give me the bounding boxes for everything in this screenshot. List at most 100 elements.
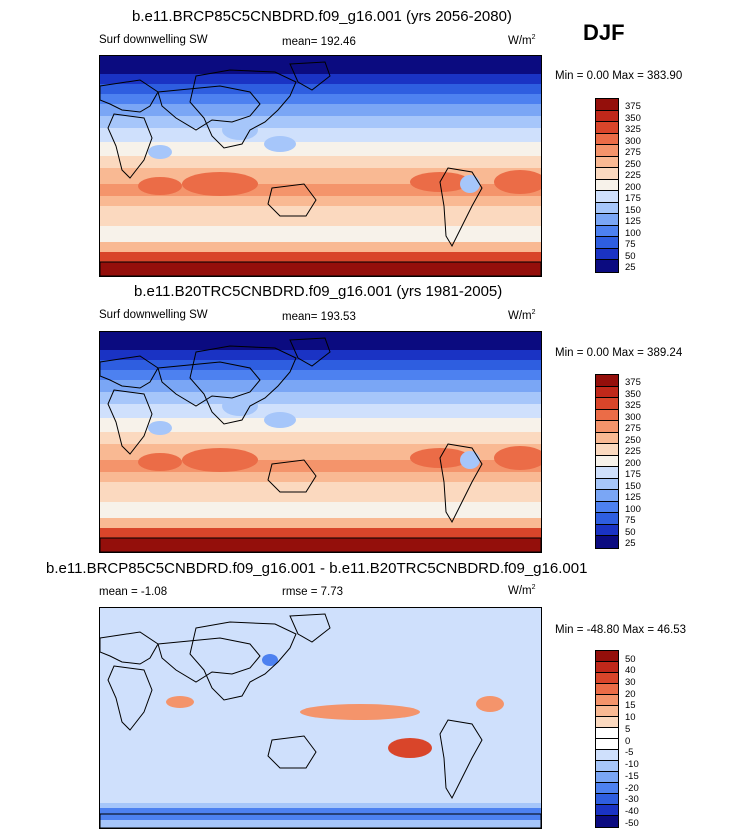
map-anomaly (300, 704, 420, 720)
colorbar-box (596, 455, 618, 467)
map-band (100, 156, 541, 168)
panel3-minmax: Min = -48.80 Max = 46.53 (555, 624, 687, 636)
colorbar-box (596, 478, 618, 490)
colorbar-box (596, 398, 618, 410)
coastline (100, 261, 541, 276)
map-high (138, 453, 182, 471)
panel2-variable-label: Surf downwelling SW (99, 309, 208, 321)
colorbar-box (596, 409, 618, 421)
colorbar-tick-label: 125 (625, 216, 641, 228)
colorbar-tick-label: 375 (625, 101, 641, 113)
colorbar-box (596, 214, 618, 226)
colorbar-tick-label: 150 (625, 480, 641, 492)
colorbar-tick-label: 175 (625, 469, 641, 481)
map-band (100, 518, 541, 528)
panel3-title: b.e11.BRCP85C5CNBDRD.f09_g16.001 - b.e11… (46, 560, 588, 577)
colorbar-tick-label: 50 (625, 526, 636, 538)
map-band (100, 128, 541, 142)
map-band (100, 432, 541, 444)
map-band (100, 472, 541, 482)
panel2-map (99, 331, 542, 553)
coastline (267, 735, 317, 769)
map-high (182, 448, 258, 472)
colorbar-tick-label: 325 (625, 400, 641, 412)
map-high (494, 446, 541, 470)
colorbar-tick-label: 100 (625, 503, 641, 515)
colorbar-box (596, 444, 618, 456)
colorbar-box (596, 421, 618, 433)
colorbar-tick-label: 25 (625, 262, 636, 274)
map-band (100, 360, 541, 370)
map-low (264, 136, 296, 152)
panel1-mean-label: mean= 192.46 (282, 36, 356, 48)
map-band (100, 350, 541, 360)
map-band (100, 252, 541, 262)
colorbar-box (596, 248, 618, 260)
map-band (100, 392, 541, 404)
panel3-units: W/m2 (508, 584, 536, 597)
colorbar-tick-label: 25 (625, 538, 636, 550)
panel3-rmse-label: rmse = 7.73 (282, 586, 344, 598)
coastline (189, 345, 297, 425)
colorbar-tick-label: -20 (625, 782, 639, 794)
coastline (107, 389, 153, 455)
colorbar-box (596, 202, 618, 214)
map-band (100, 502, 541, 518)
map-band (100, 538, 541, 552)
map-band (100, 74, 541, 84)
colorbar-tick-label: 200 (625, 457, 641, 469)
panel2-mean-label: mean= 193.53 (282, 311, 356, 323)
colorbar-box (596, 490, 618, 502)
coastline (107, 113, 153, 179)
panel1-title: b.e11.BRCP85C5CNBDRD.f09_g16.001 (yrs 20… (132, 8, 512, 25)
map-band (100, 226, 541, 242)
colorbar-box (596, 739, 618, 750)
colorbar-tick-label: 250 (625, 158, 641, 170)
colorbar-box (596, 386, 618, 398)
colorbar-tick-label: 10 (625, 712, 636, 724)
coastline (189, 621, 297, 701)
map-band (100, 370, 541, 380)
colorbar-tick-label: 0 (625, 735, 631, 747)
colorbar-box (596, 191, 618, 203)
colorbar-tick-label: 250 (625, 434, 641, 446)
coastline (189, 69, 297, 149)
colorbar-tick-label: 300 (625, 411, 641, 423)
coastline (439, 167, 483, 248)
map-anomaly (262, 654, 278, 666)
panel1-minmax: Min = 0.00 Max = 383.90 (555, 70, 683, 82)
coastline (100, 813, 541, 828)
coastline (100, 537, 541, 552)
colorbar-tick-label: -5 (625, 747, 634, 759)
colorbar-tick-label: -30 (625, 794, 639, 806)
panel1-units: W/m2 (508, 34, 536, 47)
colorbar-tick-label: 275 (625, 147, 641, 159)
colorbar-box (596, 501, 618, 513)
map-band (100, 418, 541, 432)
colorbar-tick-label: 75 (625, 239, 636, 251)
colorbar-bar (595, 98, 619, 273)
colorbar-box (596, 122, 618, 134)
colorbar-box (596, 662, 618, 673)
map-band (100, 262, 541, 276)
colorbar-tick-label: 200 (625, 181, 641, 193)
colorbar-tick-label: 325 (625, 124, 641, 136)
coastline (267, 183, 317, 217)
colorbar-box (596, 651, 618, 662)
colorbar-box (596, 375, 618, 387)
coastline (100, 79, 159, 113)
colorbar-tick-label: -50 (625, 817, 639, 829)
colorbar-box (596, 145, 618, 157)
colorbar-tick-label: -15 (625, 770, 639, 782)
coastline (157, 85, 261, 131)
map-band (100, 84, 541, 94)
map-band (100, 332, 541, 350)
coastline (100, 631, 159, 665)
colorbar-box (596, 783, 618, 794)
colorbar-tick-label: 225 (625, 446, 641, 458)
map-band (100, 104, 541, 116)
colorbar-tick-label: 225 (625, 170, 641, 182)
colorbar-box (596, 524, 618, 536)
colorbar-bar (595, 374, 619, 549)
map-high (494, 170, 541, 194)
